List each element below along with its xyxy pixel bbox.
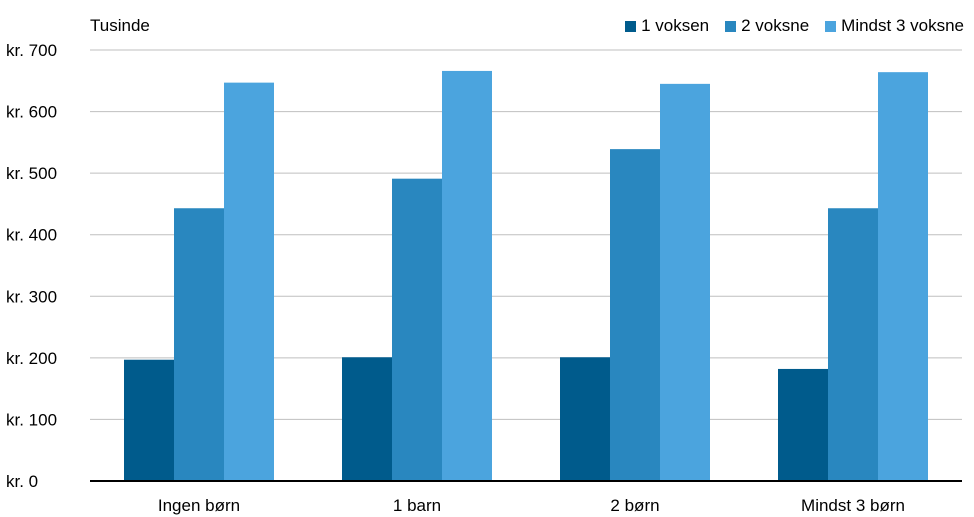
y-tick-label: kr. 500 bbox=[6, 164, 57, 183]
bar bbox=[560, 357, 610, 481]
legend-item-series-2: 2 voksne bbox=[725, 16, 809, 36]
bar bbox=[124, 359, 174, 481]
bar bbox=[778, 368, 828, 481]
y-tick-label: kr. 200 bbox=[6, 349, 57, 368]
x-tick-label: Ingen børn bbox=[158, 496, 240, 515]
x-tick-label: 2 børn bbox=[610, 496, 659, 515]
bar bbox=[660, 83, 710, 481]
y-tick-label: kr. 300 bbox=[6, 287, 57, 306]
legend-item-series-1: 1 voksen bbox=[625, 16, 709, 36]
bar bbox=[878, 72, 928, 481]
y-tick-label: kr. 600 bbox=[6, 103, 57, 122]
legend-swatch-series-3 bbox=[825, 20, 837, 32]
bar bbox=[392, 178, 442, 482]
legend: 1 voksen 2 voksne Mindst 3 voksne bbox=[625, 16, 964, 36]
bar bbox=[224, 82, 274, 481]
y-tick-label: kr. 0 bbox=[6, 472, 38, 491]
legend-label-series-1: 1 voksen bbox=[641, 16, 710, 35]
y-tick-label: kr. 400 bbox=[6, 226, 57, 245]
legend-label-series-2: 2 voksne bbox=[741, 16, 810, 35]
x-tick-label: 1 barn bbox=[393, 496, 441, 515]
unit-label: Tusinde bbox=[90, 16, 150, 35]
x-tick-label: Mindst 3 børn bbox=[801, 496, 905, 515]
legend-item-series-3: Mindst 3 voksne bbox=[825, 16, 964, 36]
bar bbox=[174, 208, 224, 481]
legend-label-series-3: Mindst 3 voksne bbox=[841, 16, 964, 35]
y-tick-label: kr. 100 bbox=[6, 410, 57, 429]
legend-swatch-series-1 bbox=[625, 20, 637, 32]
bar bbox=[610, 149, 660, 481]
bar bbox=[828, 208, 878, 481]
bar bbox=[342, 357, 392, 481]
legend-swatch-series-2 bbox=[725, 20, 737, 32]
y-tick-label: kr. 700 bbox=[6, 41, 57, 60]
bar bbox=[442, 70, 492, 481]
